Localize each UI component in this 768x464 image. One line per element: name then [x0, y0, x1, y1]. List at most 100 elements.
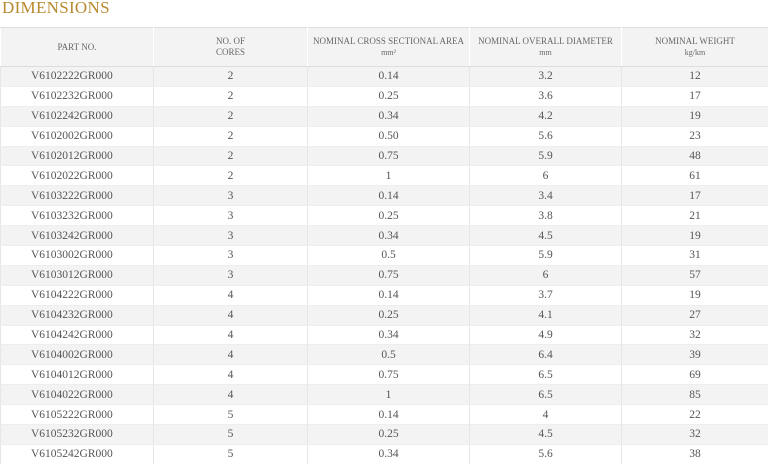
column-header: NO. OF CORES — [153, 27, 308, 67]
cell: 17 — [621, 86, 768, 107]
part-number: V6103242GR000 — [0, 225, 154, 247]
cell: 0.14 — [307, 285, 470, 306]
header-line: NOMINAL CROSS SECTIONAL AREA — [312, 36, 465, 46]
part-number: V6105222GR000 — [0, 404, 154, 426]
cell: 3 — [153, 265, 308, 286]
cell: 4 — [153, 325, 308, 346]
part-number: V6104222GR000 — [0, 285, 154, 306]
part-number: V6104012GR000 — [0, 364, 154, 386]
cell: 3.4 — [469, 185, 622, 207]
cell: 3 — [153, 225, 308, 247]
part-number: V6102002GR000 — [0, 126, 154, 147]
cell: 21 — [621, 205, 768, 227]
cell: 4.2 — [469, 106, 622, 127]
cell: 32 — [621, 325, 768, 346]
part-number: V6104002GR000 — [0, 344, 154, 366]
table-row: V6104232GR000 4 0.25 4.1 27 — [0, 305, 768, 326]
cell: 4 — [153, 344, 308, 366]
table-row: V6104222GR000 4 0.14 3.7 19 — [0, 285, 768, 306]
cell: 3 — [153, 205, 308, 227]
part-number: V6103012GR000 — [0, 265, 154, 286]
cell: 3.8 — [469, 205, 622, 227]
cell: 4.9 — [469, 325, 622, 346]
part-number: V6105242GR000 — [0, 444, 154, 464]
cell: 0.34 — [307, 225, 470, 247]
cell: 3.7 — [469, 285, 622, 306]
part-number: V6102222GR000 — [0, 66, 154, 87]
cell: 2 — [153, 86, 308, 107]
table-row: V6103232GR000 3 0.25 3.8 21 — [0, 205, 768, 227]
table-row: V6104242GR000 4 0.34 4.9 32 — [0, 325, 768, 346]
part-number: V6103222GR000 — [0, 185, 154, 207]
cell: 0.50 — [307, 126, 470, 147]
cell: 2 — [153, 146, 308, 167]
cell: 0.14 — [307, 66, 470, 87]
cell: 57 — [621, 265, 768, 286]
cell: 0.25 — [307, 305, 470, 326]
cell: 5.9 — [469, 245, 622, 266]
table-row: V6105232GR000 5 0.25 4.5 32 — [0, 424, 768, 445]
table-row: V6103242GR000 3 0.34 4.5 19 — [0, 225, 768, 247]
cell: 48 — [621, 146, 768, 167]
cell: 0.34 — [307, 444, 470, 464]
cell: 22 — [621, 404, 768, 426]
part-number: V6102232GR000 — [0, 86, 154, 107]
cell: 4 — [153, 364, 308, 386]
cell: 3 — [153, 185, 308, 207]
cell: 5.9 — [469, 146, 622, 167]
header-unit: CORES — [215, 47, 245, 57]
header-line: NO. OF — [215, 36, 245, 46]
cell: 2 — [153, 106, 308, 127]
column-header: PART NO. — [0, 27, 154, 67]
part-number: V6102012GR000 — [0, 146, 154, 167]
cell: 0.14 — [307, 185, 470, 207]
cell: 31 — [621, 245, 768, 266]
cell: 3.6 — [469, 86, 622, 107]
cell: 5 — [153, 444, 308, 464]
cell: 19 — [621, 225, 768, 247]
cell: 32 — [621, 424, 768, 445]
column-header: NOMINAL CROSS SECTIONAL AREA mm² — [307, 27, 470, 67]
cell: 6 — [469, 265, 622, 286]
part-number: V6104242GR000 — [0, 325, 154, 346]
cell: 5 — [153, 404, 308, 426]
table-row: V6102242GR000 2 0.34 4.2 19 — [0, 106, 768, 127]
cell: 0.25 — [307, 205, 470, 227]
cell: 5.6 — [469, 126, 622, 147]
header-unit: kg/km — [684, 48, 706, 57]
dimensions-table: PART NO. NO. OF CORES NOMINAL CROSS SECTION… — [0, 27, 768, 464]
cell: 6 — [469, 165, 622, 187]
cell: 2 — [153, 165, 308, 187]
cell: 6.5 — [469, 384, 622, 406]
cell: 69 — [621, 364, 768, 386]
cell: 4 — [153, 305, 308, 326]
cell: 1 — [307, 384, 470, 406]
table-row: V6102022GR000 2 1 6 61 — [0, 165, 768, 187]
part-number: V6104022GR000 — [0, 384, 154, 406]
part-number: V6103002GR000 — [0, 245, 154, 266]
cell: 17 — [621, 185, 768, 207]
cell: 23 — [621, 126, 768, 147]
table-row: V6104002GR000 4 0.5 6.4 39 — [0, 344, 768, 366]
cell: 85 — [621, 384, 768, 406]
cell: 2 — [153, 126, 308, 147]
table-row: V6102002GR000 2 0.50 5.6 23 — [0, 126, 768, 147]
cell: 4 — [469, 404, 622, 426]
part-number: V6102022GR000 — [0, 165, 154, 187]
table-row: V6103002GR000 3 0.5 5.9 31 — [0, 245, 768, 266]
table-row: V6102222GR000 2 0.14 3.2 12 — [0, 66, 768, 87]
cell: 4 — [153, 285, 308, 306]
cell: 0.75 — [307, 146, 470, 167]
table-row: V6102232GR000 2 0.25 3.6 17 — [0, 86, 768, 107]
header-row: PART NO. NO. OF CORES NOMINAL CROSS SECTION… — [0, 27, 768, 67]
cell: 0.5 — [307, 245, 470, 266]
cell: 6.4 — [469, 344, 622, 366]
header-line: NOMINAL WEIGHT — [655, 36, 735, 46]
table-row: V6102012GR000 2 0.75 5.9 48 — [0, 146, 768, 167]
part-number: V6103232GR000 — [0, 205, 154, 227]
section-title: DIMENSIONS — [2, 0, 110, 17]
column-header: NOMINAL WEIGHT kg/km — [621, 27, 768, 67]
cell: 0.14 — [307, 404, 470, 426]
part-number: V6104232GR000 — [0, 305, 154, 326]
cell: 4 — [153, 384, 308, 406]
